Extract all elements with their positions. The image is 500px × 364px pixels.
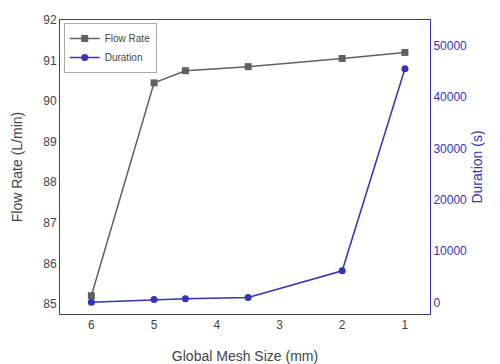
svg-text:89: 89 <box>43 135 57 149</box>
svg-text:86: 86 <box>43 257 57 271</box>
svg-text:Flow Rate: Flow Rate <box>105 33 150 44</box>
svg-text:90: 90 <box>43 94 57 108</box>
svg-text:4: 4 <box>213 318 220 332</box>
svg-text:6: 6 <box>88 318 95 332</box>
svg-text:85: 85 <box>43 297 57 311</box>
svg-text:30000: 30000 <box>433 142 467 156</box>
svg-text:1: 1 <box>402 318 409 332</box>
svg-text:50000: 50000 <box>433 39 467 53</box>
svg-text:40000: 40000 <box>433 90 467 104</box>
svg-text:92: 92 <box>43 13 57 27</box>
svg-text:3: 3 <box>276 318 283 332</box>
svg-text:5: 5 <box>151 318 158 332</box>
svg-text:0: 0 <box>433 296 440 310</box>
svg-text:10000: 10000 <box>433 244 467 258</box>
svg-text:87: 87 <box>43 216 57 230</box>
svg-text:Duration (s): Duration (s) <box>469 130 485 203</box>
svg-text:88: 88 <box>43 175 57 189</box>
svg-text:Flow Rate (L/min): Flow Rate (L/min) <box>9 112 25 222</box>
svg-text:Global Mesh Size (mm): Global Mesh Size (mm) <box>172 348 318 364</box>
svg-text:91: 91 <box>43 54 57 68</box>
svg-text:20000: 20000 <box>433 193 467 207</box>
svg-text:Duration: Duration <box>105 52 143 63</box>
svg-text:2: 2 <box>339 318 346 332</box>
